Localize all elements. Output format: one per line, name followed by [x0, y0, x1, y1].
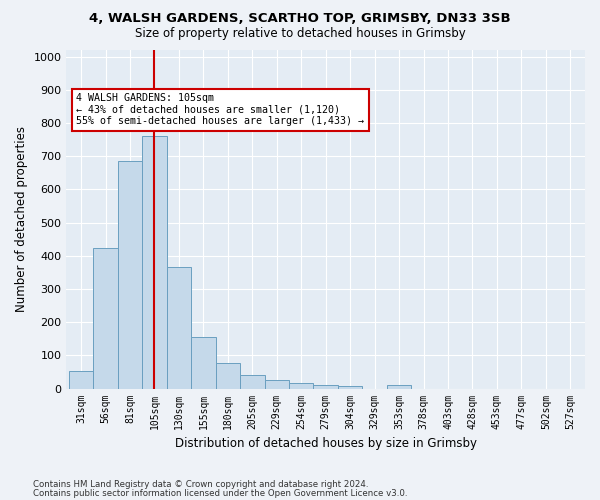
Bar	[289, 382, 313, 388]
Y-axis label: Number of detached properties: Number of detached properties	[15, 126, 28, 312]
Bar	[142, 136, 167, 388]
Text: Contains HM Land Registry data © Crown copyright and database right 2024.: Contains HM Land Registry data © Crown c…	[33, 480, 368, 489]
Bar	[191, 337, 215, 388]
Bar	[118, 161, 142, 388]
Text: Contains public sector information licensed under the Open Government Licence v3: Contains public sector information licen…	[33, 488, 407, 498]
X-axis label: Distribution of detached houses by size in Grimsby: Distribution of detached houses by size …	[175, 437, 477, 450]
Bar	[387, 385, 412, 388]
Bar	[215, 363, 240, 388]
Bar	[167, 268, 191, 388]
Bar	[240, 376, 265, 388]
Bar	[313, 385, 338, 388]
Bar	[69, 372, 94, 388]
Text: 4, WALSH GARDENS, SCARTHO TOP, GRIMSBY, DN33 3SB: 4, WALSH GARDENS, SCARTHO TOP, GRIMSBY, …	[89, 12, 511, 26]
Text: Size of property relative to detached houses in Grimsby: Size of property relative to detached ho…	[134, 28, 466, 40]
Text: 4 WALSH GARDENS: 105sqm
← 43% of detached houses are smaller (1,120)
55% of semi: 4 WALSH GARDENS: 105sqm ← 43% of detache…	[76, 93, 364, 126]
Bar	[338, 386, 362, 388]
Bar	[94, 248, 118, 388]
Bar	[265, 380, 289, 388]
